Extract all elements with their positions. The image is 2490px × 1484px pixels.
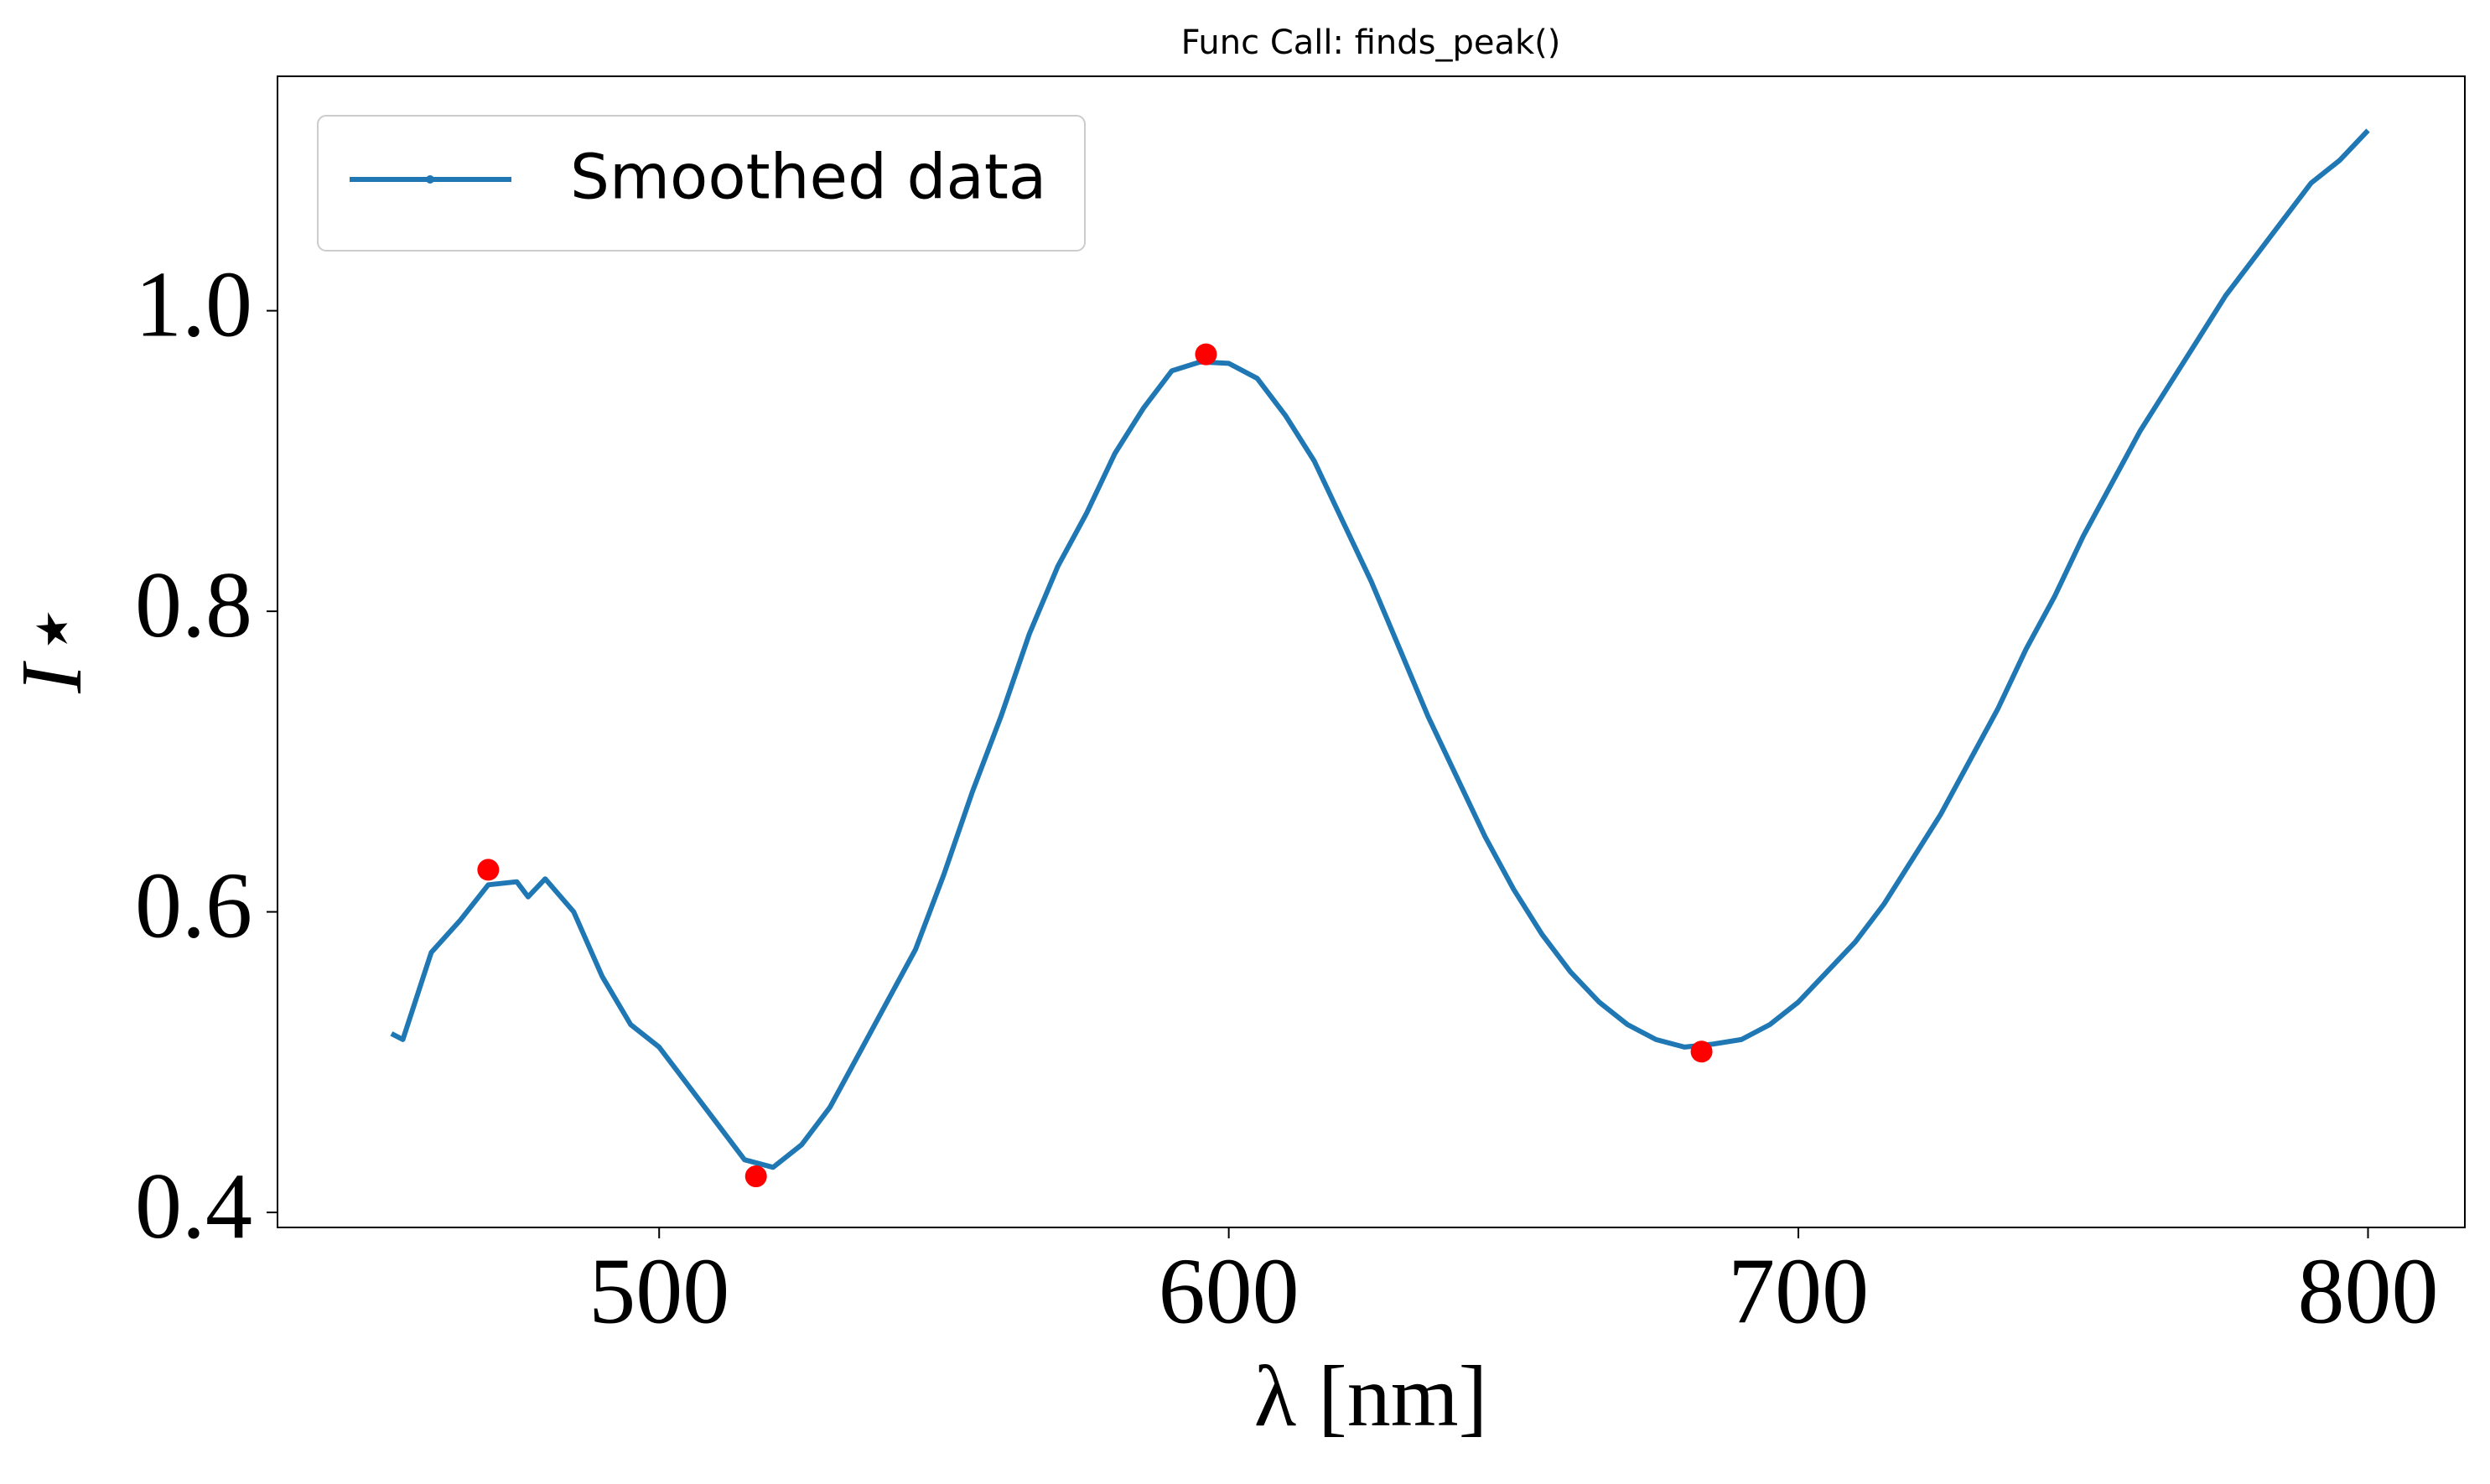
chart-title: Func Call: finds_peak() <box>1181 23 1561 62</box>
legend-marker <box>426 175 434 184</box>
x-tick-label: 800 <box>2297 1240 2438 1344</box>
x-tick-label: 700 <box>1728 1240 1869 1344</box>
y-axis-label: I⋆ <box>3 610 100 694</box>
y-tick-label: 0.4 <box>135 1155 252 1258</box>
peak-marker <box>744 1165 767 1188</box>
legend-box <box>317 115 1086 252</box>
y-tick-label: 0.6 <box>135 854 252 957</box>
plot-frame <box>277 75 2466 1228</box>
peak-marker <box>477 859 500 881</box>
x-tick-label: 600 <box>1159 1240 1299 1344</box>
peak-marker <box>1195 343 1217 366</box>
peak-marker <box>1690 1040 1713 1063</box>
legend-label: Smoothed data <box>570 142 1046 214</box>
x-tick-label: 500 <box>589 1240 729 1344</box>
y-tick-label: 0.8 <box>135 553 252 657</box>
data-line <box>390 128 2370 1170</box>
y-tick-label: 1.0 <box>135 252 252 356</box>
x-axis-label: λ [nm] <box>1254 1348 1488 1445</box>
